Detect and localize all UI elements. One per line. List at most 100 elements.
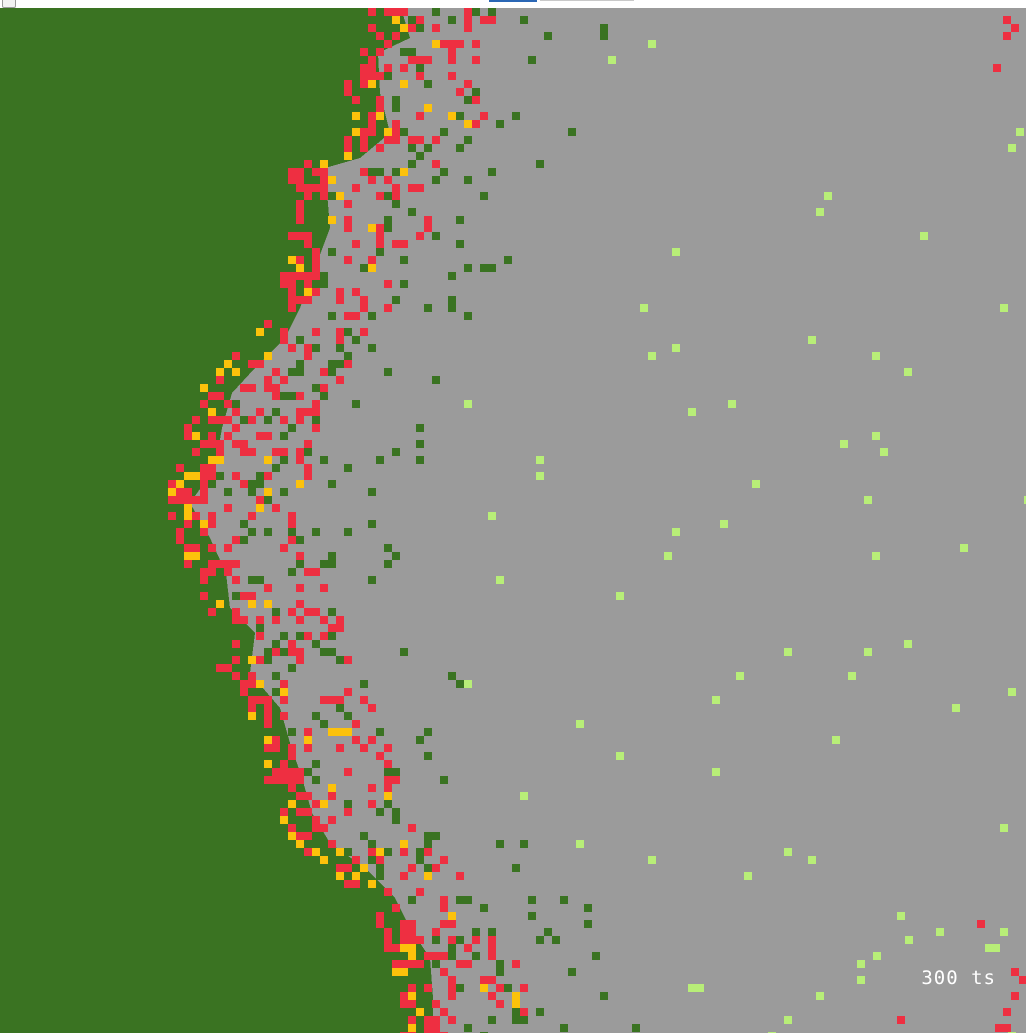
burning-cell <box>240 448 248 456</box>
tree-cell <box>536 936 544 944</box>
burning-cell <box>1003 1024 1011 1032</box>
tree-cell <box>560 896 568 904</box>
burning-cell <box>216 664 224 672</box>
tree-cell <box>328 648 336 656</box>
burning-cell <box>424 224 432 232</box>
ignition-cell <box>264 352 272 360</box>
tree-cell <box>496 120 504 128</box>
burning-cell <box>376 912 384 920</box>
burning-cell <box>1003 16 1011 24</box>
burning-cell <box>376 192 384 200</box>
burning-cell <box>344 880 352 888</box>
burning-cell <box>184 544 192 552</box>
burning-cell <box>416 936 424 944</box>
burning-cell <box>368 848 376 856</box>
burning-cell <box>312 288 320 296</box>
burning-cell <box>192 416 200 424</box>
forest-fire-simulation[interactable]: 300 ts <box>0 8 1026 1033</box>
burning-cell <box>368 128 376 136</box>
burning-cell <box>304 440 312 448</box>
ignition-cell <box>280 816 288 824</box>
burning-cell <box>216 416 224 424</box>
burning-cell <box>296 208 304 216</box>
tree-cell <box>304 768 312 776</box>
ignition-cell <box>296 264 304 272</box>
sprout-cell <box>648 352 656 360</box>
tree-cell <box>448 296 456 304</box>
burning-cell <box>232 440 240 448</box>
tree-cell <box>464 96 472 104</box>
tree-cell <box>312 280 320 288</box>
burning-cell <box>304 808 312 816</box>
burning-cell <box>248 448 256 456</box>
burning-cell <box>208 608 216 616</box>
burning-cell <box>416 112 424 120</box>
ignition-cell <box>320 856 328 864</box>
burning-cell <box>320 192 328 200</box>
burning-cell <box>264 376 272 384</box>
tree-cell <box>368 488 376 496</box>
sprout-cell <box>784 648 792 656</box>
burning-cell <box>224 664 232 672</box>
burning-cell <box>368 64 376 72</box>
ignition-cell <box>168 488 176 496</box>
ignition-cell <box>216 600 224 608</box>
titlebar-tab[interactable] <box>540 0 634 1</box>
burning-cell <box>296 200 304 208</box>
tree-cell <box>392 104 400 112</box>
tree-cell <box>368 576 376 584</box>
tree-cell <box>480 192 488 200</box>
burning-cell <box>384 760 392 768</box>
burning-cell <box>200 576 208 584</box>
tree-cell <box>312 384 320 392</box>
burning-cell <box>344 864 352 872</box>
tree-cell <box>456 112 464 120</box>
tree-cell <box>448 952 456 960</box>
burning-cell <box>360 168 368 176</box>
tree-cell <box>432 832 440 840</box>
burning-cell <box>408 928 416 936</box>
burning-cell <box>216 392 224 400</box>
ignition-cell <box>400 944 408 952</box>
burning-cell <box>400 928 408 936</box>
sprout-cell <box>872 552 880 560</box>
tree-cell <box>272 464 280 472</box>
tree-cell <box>488 168 496 176</box>
burning-cell <box>448 1016 456 1024</box>
ignition-cell <box>352 112 360 120</box>
tree-cell <box>392 96 400 104</box>
sprout-cell <box>640 304 648 312</box>
burning-cell <box>288 744 296 752</box>
burning-cell <box>408 864 416 872</box>
ignition-cell <box>192 432 200 440</box>
burning-cell <box>200 528 208 536</box>
burning-cell <box>424 216 432 224</box>
burning-cell <box>240 688 248 696</box>
tree-cell <box>496 968 504 976</box>
burning-cell <box>488 16 496 24</box>
burning-cell <box>408 824 416 832</box>
tree-cell <box>328 632 336 640</box>
burning-cell <box>288 168 296 176</box>
burning-cell <box>448 976 456 984</box>
burning-cell <box>336 336 344 344</box>
sprout-cell <box>864 496 872 504</box>
burning-cell <box>296 448 304 456</box>
burning-cell <box>312 328 320 336</box>
tree-cell <box>248 480 256 488</box>
ignition-cell <box>192 472 200 480</box>
burning-cell <box>256 632 264 640</box>
tree-cell <box>456 936 464 944</box>
sprout-cell <box>720 520 728 528</box>
simulation-grid[interactable] <box>0 8 1026 1033</box>
tree-cell <box>632 1024 640 1032</box>
sprout-cell <box>873 952 881 960</box>
burning-cell <box>376 144 384 152</box>
ignition-cell <box>248 656 256 664</box>
titlebar-accent-tab[interactable] <box>489 0 537 2</box>
burning-cell <box>288 784 296 792</box>
burning-cell <box>488 936 496 944</box>
burning-cell <box>240 616 248 624</box>
tree-cell <box>320 280 328 288</box>
tree-cell <box>248 528 256 536</box>
